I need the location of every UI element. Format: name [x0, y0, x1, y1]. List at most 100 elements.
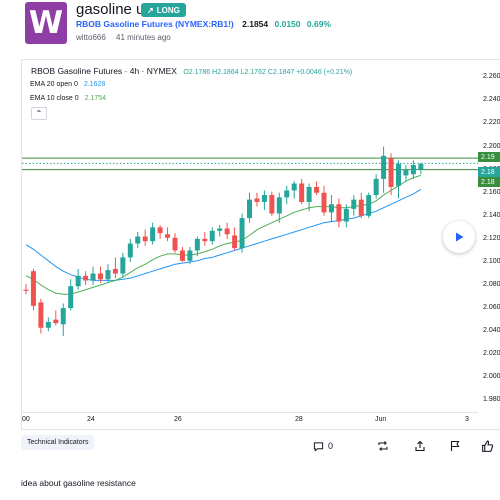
- flag-button[interactable]: [449, 439, 461, 453]
- candle-body-52: [410, 165, 416, 175]
- candle-body-45: [358, 199, 364, 216]
- candle-body-36: [291, 183, 297, 191]
- share-button[interactable]: [414, 439, 426, 453]
- flag-icon: [450, 440, 460, 451]
- x-tick-label: 00: [22, 416, 30, 423]
- comment-icon: [313, 441, 324, 452]
- y-tick-label: 2.000: [483, 373, 500, 381]
- x-tick-label: 26: [174, 416, 182, 423]
- candle-body-10: [98, 273, 103, 280]
- candle-body-44: [351, 199, 357, 209]
- ema10-value: 2.1754: [84, 95, 107, 102]
- candle-body-15: [135, 236, 141, 244]
- price-label-resistance: 2.19: [478, 152, 500, 162]
- candle-body-6: [68, 286, 74, 309]
- y-tick-label: 2.220: [483, 119, 500, 127]
- author-line: witto666 41 minutes ago: [76, 33, 171, 42]
- candle-body-51: [403, 169, 409, 176]
- y-tick-label: 2.020: [483, 350, 500, 358]
- x-tick-label: 24: [87, 416, 95, 423]
- candle-body-40: [321, 192, 327, 213]
- price-label-last: 2.18: [478, 167, 500, 177]
- time-axis[interactable]: 00 24 26 28 Jun 3: [22, 412, 478, 429]
- publish-time: 41 minutes ago: [116, 33, 171, 42]
- author-name[interactable]: witto666: [76, 33, 106, 42]
- ohlc-values: O2.1786 H2.1864 L2.1762 C2.1847 +0.0046 …: [183, 69, 353, 76]
- candle-body-53: [418, 163, 424, 170]
- ema20-legend[interactable]: EMA 20 open 0 2.1628: [30, 81, 105, 88]
- candle-body-12: [112, 268, 118, 274]
- candle-body-17: [150, 227, 156, 242]
- y-tick-label: 2.100: [483, 257, 500, 265]
- candle-body-23: [194, 238, 200, 251]
- price-change: 0.0150: [274, 19, 301, 29]
- candle-body-35: [284, 190, 290, 198]
- idea-description: idea about gasoline resistance: [21, 478, 136, 488]
- candle-body-28: [232, 235, 238, 249]
- candle-body-24: [202, 238, 208, 242]
- candle-body-26: [217, 228, 223, 231]
- chart-panel[interactable]: RBOB Gasoline Futures · 4h · NYMEX O2.17…: [21, 59, 500, 430]
- candle-body-33: [269, 195, 275, 214]
- candle-body-29: [239, 218, 245, 249]
- candle-body-8: [83, 275, 89, 281]
- ema10-label: EMA 10 close 0: [30, 95, 79, 102]
- y-tick-label: 2.080: [483, 281, 500, 289]
- ema20-value: 2.1628: [83, 81, 106, 88]
- price-axis[interactable]: 2.2602.2402.2202.2002.1802.1602.1402.120…: [478, 60, 500, 412]
- tag-technical-indicators[interactable]: Technical Indicators: [21, 435, 95, 450]
- author-avatar[interactable]: W: [25, 2, 67, 44]
- y-tick-label: 2.240: [483, 96, 500, 104]
- candle-body-16: [142, 236, 148, 242]
- y-tick-label: 2.040: [483, 327, 500, 335]
- candle-body-18: [157, 227, 163, 234]
- candle-body-22: [187, 250, 193, 261]
- candle-body-20: [172, 237, 178, 251]
- candle-body-50: [396, 163, 401, 186]
- candle-body-7: [75, 275, 81, 287]
- last-price: 2.1854: [242, 19, 269, 29]
- replay-play-button[interactable]: [443, 221, 475, 253]
- y-tick-label: 2.200: [483, 142, 500, 150]
- badge-label: LONG: [156, 5, 180, 15]
- comments-button[interactable]: 0: [313, 439, 333, 453]
- long-badge: ↗ LONG: [141, 3, 186, 17]
- chart-symbol-title: RBOB Gasoline Futures · 4h · NYMEX: [31, 66, 177, 76]
- idea-title[interactable]: gasoline up: [76, 1, 153, 18]
- ema10-legend[interactable]: EMA 10 close 0 2.1754: [30, 95, 106, 102]
- symbol-link[interactable]: RBOB Gasoline Futures (NYMEX:RB1!): [76, 19, 234, 29]
- y-tick-label: 2.260: [483, 73, 500, 81]
- play-icon: [456, 232, 464, 242]
- candle-body-41: [328, 204, 334, 213]
- price-label-support: 2.18: [478, 177, 500, 187]
- candle-body-25: [209, 230, 215, 242]
- candle-body-2: [38, 302, 44, 328]
- price-chart[interactable]: [22, 60, 478, 412]
- candle-body-3: [45, 321, 51, 328]
- candle-body-46: [366, 195, 372, 216]
- candle-body-42: [336, 204, 342, 222]
- x-tick-label: 28: [295, 416, 303, 423]
- share-icon: [415, 440, 425, 452]
- comments-count: 0: [328, 441, 334, 451]
- candle-body-9: [90, 273, 96, 281]
- ema20-label: EMA 20 open 0: [30, 81, 78, 88]
- candle-body-14: [127, 243, 133, 258]
- candle-body-38: [306, 186, 312, 202]
- repost-icon: [378, 441, 388, 451]
- like-button[interactable]: [481, 439, 494, 453]
- candle-body-0: [23, 289, 29, 291]
- arrow-up-right-icon: ↗: [147, 5, 154, 15]
- candle-body-43: [343, 208, 349, 222]
- candle-body-19: [165, 234, 171, 238]
- candle-body-37: [299, 183, 305, 202]
- repost-button[interactable]: [377, 439, 389, 453]
- collapse-legend-button[interactable]: ⌃: [31, 107, 47, 120]
- candle-body-27: [224, 228, 230, 235]
- y-tick-label: 2.060: [483, 304, 500, 312]
- candle-body-34: [276, 197, 282, 214]
- candle-body-49: [388, 158, 394, 187]
- x-tick-label: Jun: [375, 416, 387, 423]
- candle-body-1: [30, 271, 36, 306]
- y-tick-label: 1.980: [483, 396, 500, 404]
